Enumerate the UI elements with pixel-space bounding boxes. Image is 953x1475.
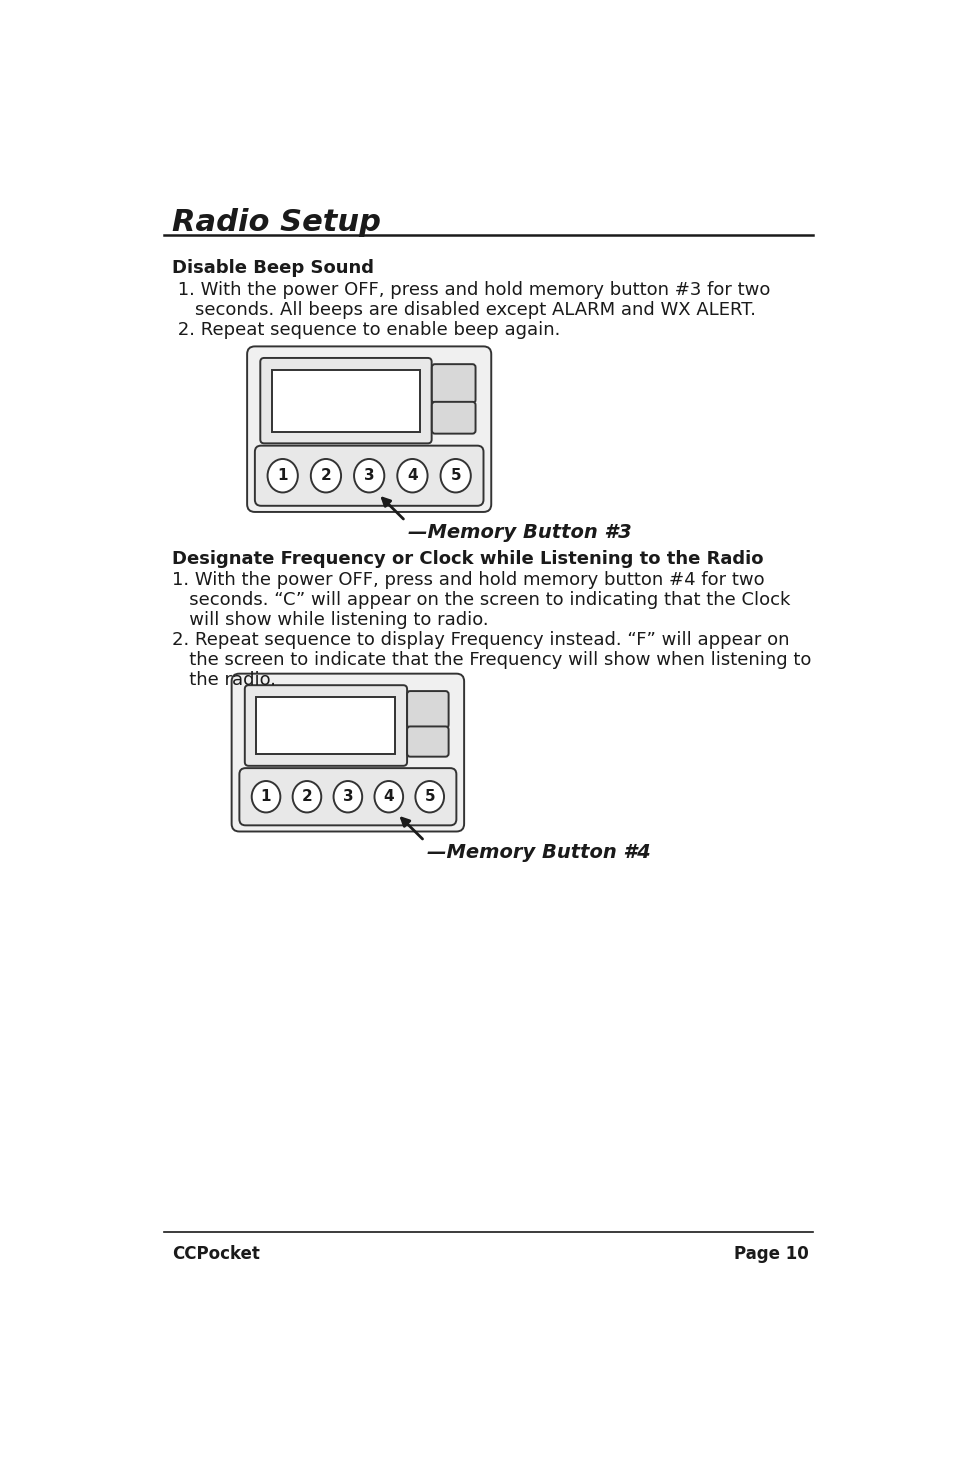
- Text: 2: 2: [320, 468, 331, 484]
- Ellipse shape: [375, 782, 403, 813]
- FancyBboxPatch shape: [232, 674, 464, 832]
- Text: 4: 4: [383, 789, 394, 804]
- Text: Designate Frequency or Clock while Listening to the Radio: Designate Frequency or Clock while Liste…: [172, 550, 762, 568]
- Bar: [256, 696, 395, 754]
- Text: 1: 1: [277, 468, 288, 484]
- Bar: [272, 370, 419, 432]
- Text: 5: 5: [424, 789, 435, 804]
- FancyBboxPatch shape: [254, 445, 483, 506]
- Ellipse shape: [267, 459, 297, 493]
- FancyBboxPatch shape: [245, 686, 407, 766]
- FancyBboxPatch shape: [239, 768, 456, 826]
- Text: 1. With the power OFF, press and hold memory button #3 for two: 1. With the power OFF, press and hold me…: [172, 280, 769, 299]
- Text: —Memory Button #3: —Memory Button #3: [407, 524, 631, 543]
- Text: 3: 3: [363, 468, 375, 484]
- Text: the screen to indicate that the Frequency will show when listening to: the screen to indicate that the Frequenc…: [172, 652, 810, 670]
- Text: Disable Beep Sound: Disable Beep Sound: [172, 260, 374, 277]
- Text: 5: 5: [450, 468, 460, 484]
- Ellipse shape: [293, 782, 321, 813]
- FancyBboxPatch shape: [407, 727, 448, 757]
- Text: seconds. All beeps are disabled except ALARM and WX ALERT.: seconds. All beeps are disabled except A…: [172, 301, 755, 319]
- Text: 2: 2: [301, 789, 312, 804]
- Ellipse shape: [252, 782, 280, 813]
- Ellipse shape: [440, 459, 471, 493]
- Ellipse shape: [311, 459, 341, 493]
- Ellipse shape: [354, 459, 384, 493]
- FancyBboxPatch shape: [432, 401, 475, 434]
- Ellipse shape: [415, 782, 443, 813]
- Text: 3: 3: [342, 789, 353, 804]
- Text: 4: 4: [407, 468, 417, 484]
- Text: Page 10: Page 10: [734, 1245, 808, 1263]
- FancyBboxPatch shape: [407, 692, 448, 727]
- Text: CCPocket: CCPocket: [172, 1245, 259, 1263]
- Ellipse shape: [334, 782, 362, 813]
- Text: Radio Setup: Radio Setup: [172, 208, 380, 237]
- FancyBboxPatch shape: [247, 347, 491, 512]
- FancyBboxPatch shape: [260, 358, 431, 444]
- Text: 2. Repeat sequence to enable beep again.: 2. Repeat sequence to enable beep again.: [172, 322, 559, 339]
- Text: 1. With the power OFF, press and hold memory button #4 for two: 1. With the power OFF, press and hold me…: [172, 571, 763, 589]
- Text: —Memory Button #4: —Memory Button #4: [426, 844, 650, 863]
- FancyBboxPatch shape: [432, 364, 475, 403]
- Text: the radio.: the radio.: [172, 671, 275, 689]
- Text: 2. Repeat sequence to display Frequency instead. “F” will appear on: 2. Repeat sequence to display Frequency …: [172, 631, 789, 649]
- Ellipse shape: [396, 459, 427, 493]
- Text: seconds. “C” will appear on the screen to indicating that the Clock: seconds. “C” will appear on the screen t…: [172, 591, 789, 609]
- Text: 1: 1: [260, 789, 271, 804]
- Text: will show while listening to radio.: will show while listening to radio.: [172, 611, 488, 630]
